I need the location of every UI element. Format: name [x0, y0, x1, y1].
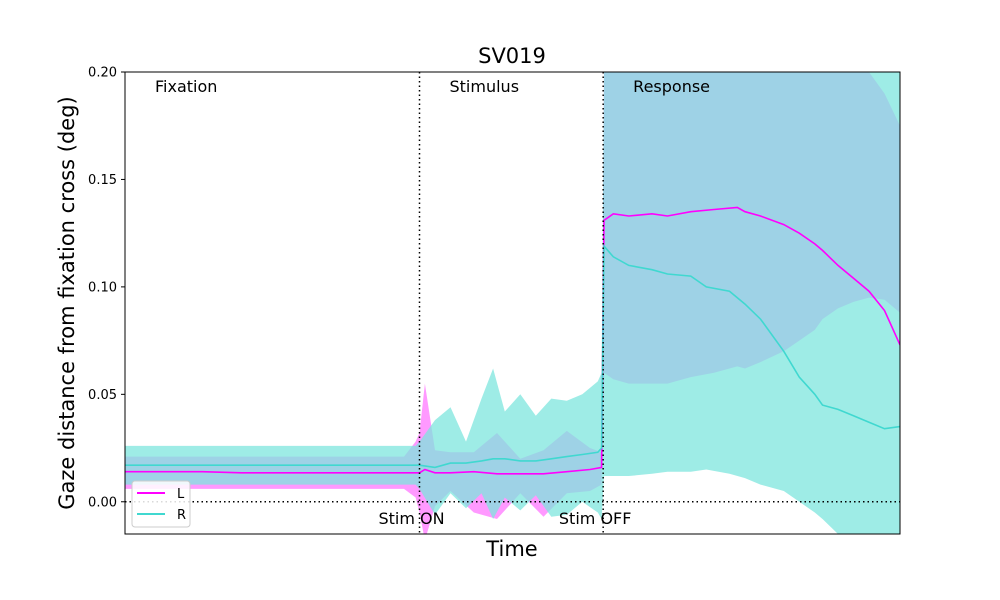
y-tick-label: 0.05 — [88, 388, 117, 403]
phase-label-response: Response — [633, 77, 710, 96]
legend-label-r: R — [177, 508, 186, 523]
band-r — [125, 72, 900, 534]
mean-line-r — [125, 243, 900, 469]
reference-lines — [125, 72, 900, 534]
x-axis-title: Time — [485, 537, 537, 561]
phase-labels: Fixation Stimulus Response — [155, 77, 710, 96]
y-axis-title: Gaze distance from fixation cross (deg) — [55, 96, 79, 509]
phase-label-fixation: Fixation — [155, 77, 217, 96]
phase-label-stimulus: Stimulus — [450, 77, 520, 96]
y-tick-label: 0.15 — [88, 173, 117, 188]
mean-line-l — [125, 206, 900, 475]
y-tick-label: 0.00 — [88, 495, 117, 510]
y-tick-label: 0.20 — [88, 66, 117, 81]
legend: LR — [131, 480, 191, 528]
y-axis: 0.00 0.05 0.10 0.15 0.20 — [88, 66, 125, 510]
legend-label-l: L — [177, 487, 185, 502]
chart-title: SV019 — [478, 44, 546, 68]
marker-label-stim-off: Stim OFF — [559, 509, 632, 528]
plot-frame — [124, 71, 901, 535]
marker-label-stim-on: Stim ON — [378, 509, 444, 528]
marker-labels: Stim ON Stim OFF — [378, 509, 631, 528]
y-tick-label: 0.10 — [88, 280, 117, 295]
uncertainty-bands — [125, 72, 900, 534]
mean-lines — [125, 206, 900, 475]
